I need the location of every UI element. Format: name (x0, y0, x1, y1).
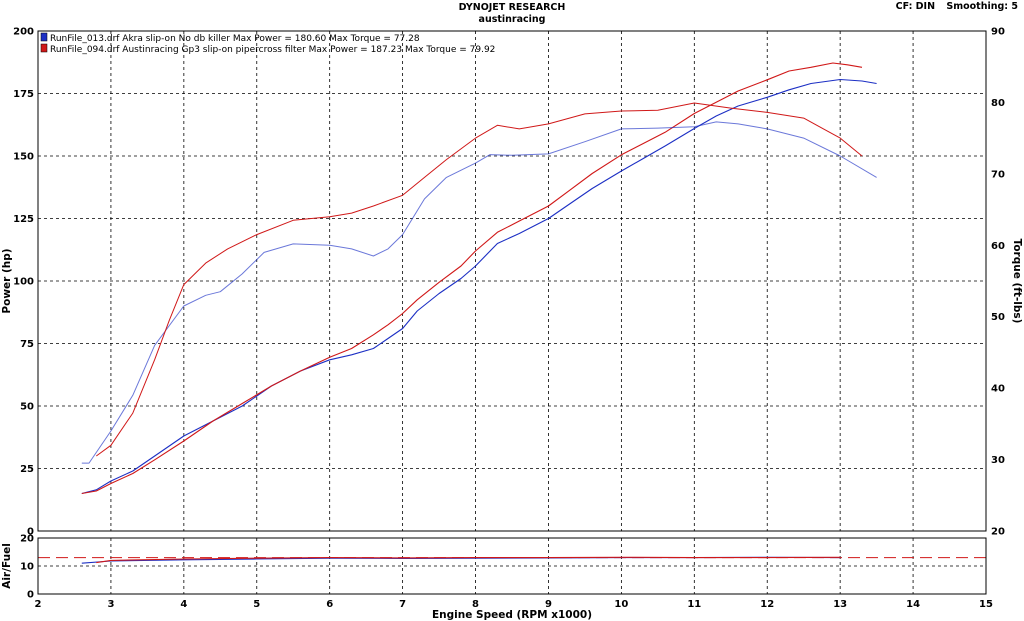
y-tick-label-power: 175 (13, 89, 34, 100)
x-tick-label: 12 (760, 599, 774, 610)
afr-layer (38, 556, 986, 564)
x-tick-label: 7 (399, 599, 406, 610)
x-tick-label: 10 (614, 599, 628, 610)
y-tick-label-power: 150 (13, 152, 34, 163)
y-tick-label-power: 100 (13, 277, 34, 288)
torque-line-run-013 (81, 121, 877, 464)
settings-readout: CF: DIN Smoothing: 5 (888, 1, 1018, 12)
y-tick-label-torque: 80 (991, 98, 1005, 109)
legend-swatch (40, 32, 48, 42)
x-tick-label: 2 (35, 599, 42, 610)
torque-line-run-094 (96, 102, 863, 457)
y-tick-label-torque: 20 (991, 527, 1005, 538)
correction-factor: CF: DIN (895, 1, 936, 12)
x-tick-label: 15 (979, 599, 993, 610)
x-tick-label: 11 (687, 599, 701, 610)
y-tick-label-power: 50 (20, 402, 34, 413)
afr-tick-label: 10 (20, 562, 34, 573)
afr-plot-frame (37, 537, 987, 595)
x-tick-label: 9 (545, 599, 552, 610)
tick-layer: 2 3 4 5 6 7 8 9 10 11 12 13 14 1502550751001251501752… (1, 27, 1023, 621)
power-line-run-094 (81, 62, 863, 495)
y-tick-label-power: 125 (13, 214, 34, 225)
afr-line-run-094 (96, 556, 841, 564)
x-tick-label: 8 (472, 599, 479, 610)
legend: RunFile_013.drf Akra slip-on No db kille… (40, 32, 495, 55)
x-tick-label: 13 (833, 599, 847, 610)
legend-entry: RunFile_094.drf Austinracing Gp3 slip-on… (50, 45, 495, 55)
chart-title: DYNOJET RESEARCH (458, 2, 566, 13)
y-tick-label-torque: 70 (991, 169, 1005, 180)
legend-entry: RunFile_013.drf Akra slip-on No db kille… (50, 34, 420, 44)
y-tick-label-torque: 60 (991, 241, 1005, 252)
x-tick-label: 4 (180, 599, 187, 610)
y-tick-label-torque: 30 (991, 455, 1005, 466)
x-tick-label: 3 (107, 599, 114, 610)
x-tick-label: 14 (906, 599, 920, 610)
afr-grid (38, 538, 986, 594)
chart-subtitle: austinracing (478, 14, 546, 25)
legend-swatch (40, 43, 48, 53)
y-tick-label-power: 25 (20, 464, 34, 475)
power-line-run-013 (81, 78, 877, 495)
y-tick-label-power: 200 (13, 27, 34, 38)
y-axis-label-torque: Torque (ft-lbs) (1011, 239, 1023, 324)
smoothing-value: Smoothing: 5 (946, 1, 1018, 12)
y-tick-label-torque: 50 (991, 312, 1005, 323)
afr-tick-label: 20 (20, 534, 34, 545)
y-axis-label-power: Power (hp) (1, 248, 13, 313)
y-tick-label-power: 0 (27, 527, 34, 538)
x-axis-label: Engine Speed (RPM x1000) (432, 609, 592, 621)
series-layer (81, 62, 877, 495)
y-tick-label-power: 75 (20, 339, 34, 350)
main-plot-frame (37, 30, 987, 532)
y-tick-label-torque: 40 (991, 384, 1005, 395)
y-tick-label-torque: 90 (991, 27, 1005, 38)
afr-axis-label: Air/Fuel (1, 543, 13, 589)
afr-tick-label: 0 (27, 590, 34, 601)
x-tick-label: 5 (253, 599, 260, 610)
x-tick-label: 6 (326, 599, 333, 610)
main-grid (38, 31, 986, 531)
